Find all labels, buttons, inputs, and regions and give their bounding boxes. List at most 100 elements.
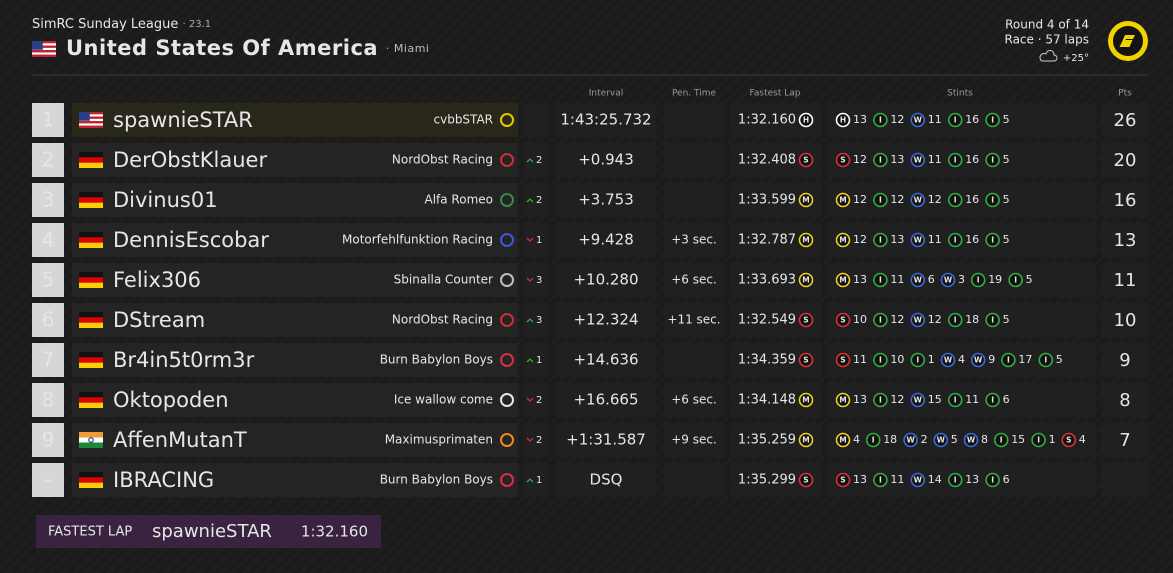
- tyre-icon: [835, 392, 851, 408]
- tyre-compound: I: [954, 316, 957, 325]
- tyre-icon: [873, 232, 888, 248]
- city: · Miami: [386, 42, 430, 55]
- stint-laps: 14: [928, 473, 942, 486]
- row: 7 Br4in5t0rm3r Burn Babylon Boys 1 +14.636 1:…: [32, 343, 1148, 377]
- fastest-lap: 1:32.408: [738, 153, 796, 168]
- col-stints: Stints: [947, 89, 973, 99]
- stint-laps: 13: [965, 473, 979, 486]
- country: United States Of America: [66, 36, 378, 60]
- interval: +0.943: [578, 151, 634, 169]
- change-arrow: [526, 478, 534, 483]
- cell: [556, 343, 656, 377]
- flag-stripe: [79, 277, 103, 283]
- pos-box: [32, 383, 64, 417]
- penalty: +6 sec.: [671, 273, 717, 287]
- cell: [524, 463, 548, 497]
- tyre-compound: M: [839, 236, 846, 245]
- tyre-icon: [970, 352, 986, 368]
- tyre-icon: [873, 472, 888, 488]
- cell: [828, 263, 1096, 297]
- tyre-icon: [940, 352, 956, 368]
- points: 20: [1114, 150, 1137, 171]
- tyre-icon: [985, 112, 1000, 128]
- team: Maximusprimaten: [385, 433, 493, 447]
- team-logo: [500, 113, 514, 127]
- change: 1: [536, 355, 542, 366]
- flag-stripe: [79, 432, 103, 438]
- tyre-compound: I: [879, 356, 882, 365]
- driver-panel: [72, 223, 518, 257]
- stint-laps: 4: [958, 353, 965, 366]
- tyre-compound: I: [879, 396, 882, 405]
- tyre-compound: M: [802, 436, 809, 445]
- tyre-icon: [910, 112, 926, 128]
- tyre-compound: M: [802, 396, 809, 405]
- change-arrow: [526, 358, 534, 363]
- team-logo: [500, 393, 514, 407]
- tyre-compound: I: [1007, 356, 1010, 365]
- stint-laps: 13: [890, 153, 904, 166]
- points: 13: [1114, 230, 1137, 251]
- stint-laps: 5: [1026, 273, 1033, 286]
- cell: [556, 383, 656, 417]
- stint-laps: 4: [853, 433, 860, 446]
- flag-stripe: [32, 41, 56, 44]
- flag-stripe: [32, 52, 56, 55]
- tyre-compound: H: [840, 116, 846, 125]
- tyre-icon: [798, 472, 814, 488]
- weather-icon: [1039, 50, 1058, 62]
- stint-laps: 6: [1003, 473, 1010, 486]
- tyre-icon: [835, 152, 851, 168]
- stint-laps: 13: [890, 233, 904, 246]
- row: 6 DStream NordObst Racing 3 +12.324 +11 sec. 1…: [32, 303, 1148, 337]
- cell: [1102, 223, 1148, 257]
- team: Sbinalla Counter: [394, 273, 493, 287]
- flag-stripe: [79, 242, 103, 248]
- driver: Felix306: [113, 268, 201, 292]
- pos-box: [32, 103, 64, 137]
- penalty: +6 sec.: [671, 393, 717, 407]
- stint-laps: 12: [928, 313, 942, 326]
- driver-panel: [72, 143, 518, 177]
- tyre-icon: [835, 112, 851, 128]
- col-interval: Interval: [589, 89, 623, 99]
- flag-stripe: [32, 47, 56, 51]
- points: 7: [1119, 430, 1130, 451]
- driver: Br4in5t0rm3r: [113, 348, 255, 372]
- flag-stripe: [79, 392, 103, 398]
- tyre-icon: [910, 392, 926, 408]
- cell: [524, 223, 548, 257]
- points: 9: [1119, 350, 1130, 371]
- tyre-icon: [985, 192, 1000, 208]
- stint-laps: 12: [928, 193, 942, 206]
- team: Burn Babylon Boys: [380, 353, 493, 367]
- round: Round 4 of 14: [1005, 18, 1089, 32]
- interval: 1:43:25.732: [560, 111, 651, 129]
- stint-laps: 15: [928, 393, 942, 406]
- cell: [664, 183, 724, 217]
- change: 3: [536, 315, 542, 326]
- tyre-icon: [910, 272, 926, 288]
- cell: [1102, 103, 1148, 137]
- tyre-compound: I: [954, 116, 957, 125]
- stint-laps: 11: [928, 153, 942, 166]
- row: 3 Divinus01 Alfa Romeo 2 +3.753 1:33.599 M M 12 I…: [32, 183, 1148, 217]
- tyre-icon: [798, 272, 814, 288]
- driver: IBRACING: [113, 468, 214, 492]
- flag-stripe: [79, 114, 103, 117]
- tyre-icon: [798, 112, 814, 128]
- team-logo: [500, 353, 514, 367]
- stint-laps: 16: [965, 193, 979, 206]
- tyre-compound: M: [839, 436, 846, 445]
- cell: [664, 223, 724, 257]
- tyre-icon: [947, 152, 963, 168]
- row: 5 Felix306 Sbinalla Counter 3 +10.280 +6 sec.…: [32, 263, 1148, 297]
- stint-laps: 12: [890, 313, 904, 326]
- tyre-icon: [873, 152, 888, 168]
- tyre-icon: [798, 352, 814, 368]
- tyre-compound: I: [879, 316, 882, 325]
- stint-laps: 5: [1003, 113, 1010, 126]
- penalty: +9 sec.: [671, 433, 717, 447]
- points: 8: [1119, 390, 1130, 411]
- flag-stripe: [79, 112, 103, 115]
